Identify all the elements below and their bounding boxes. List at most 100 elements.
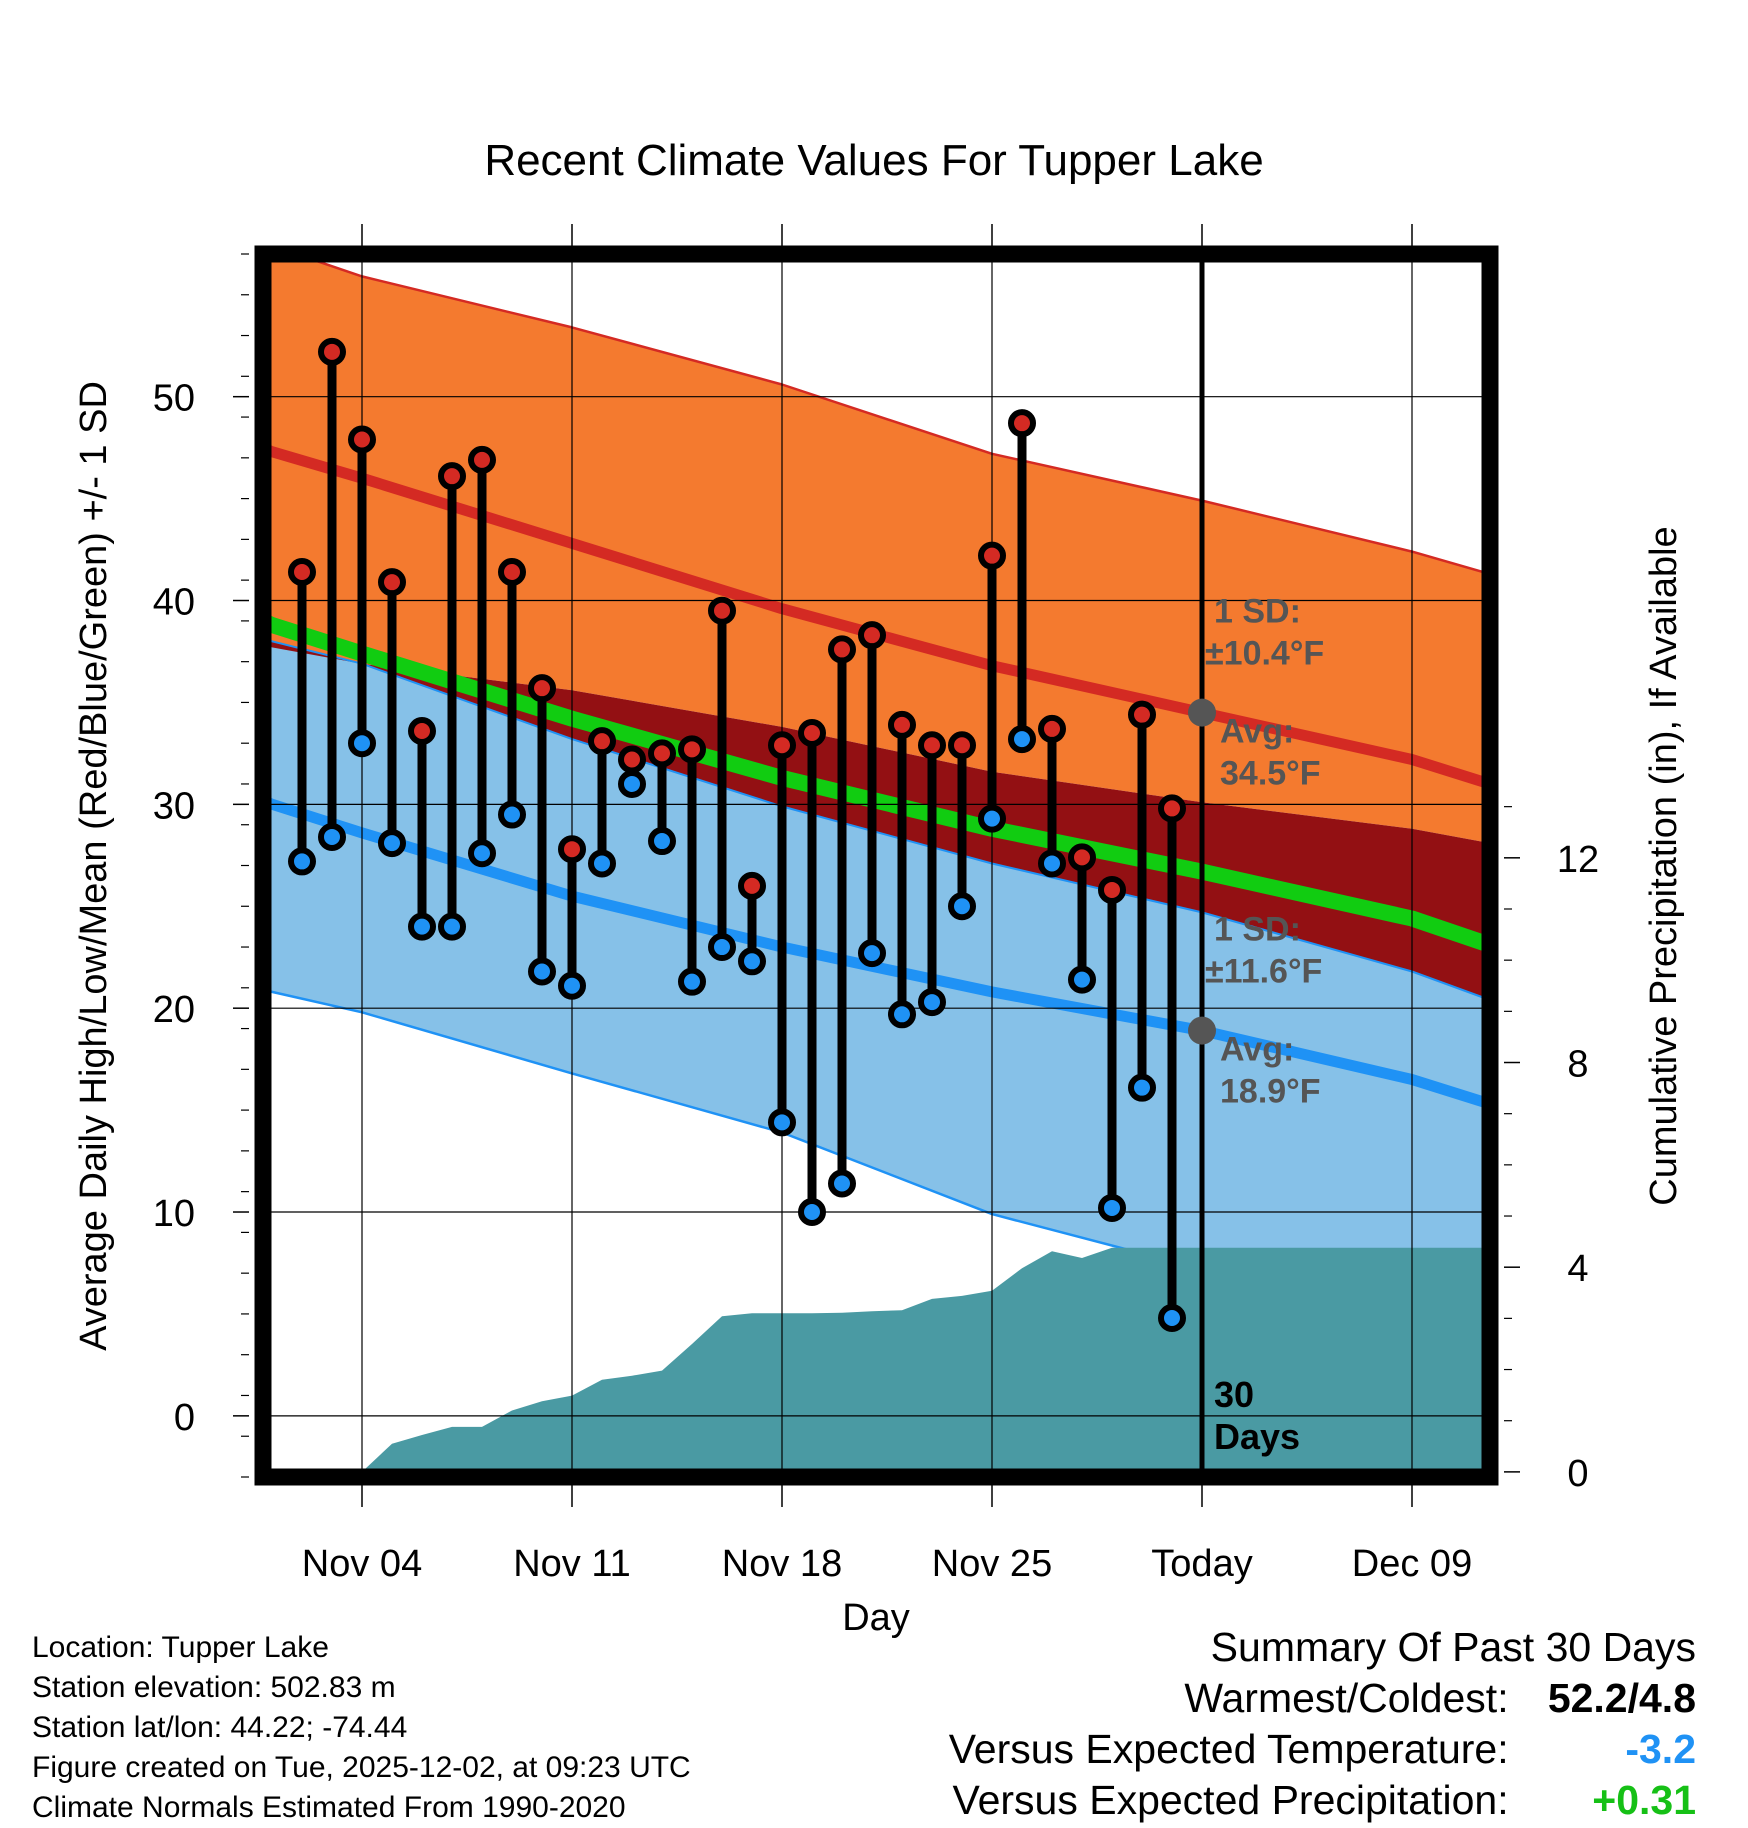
axes: Nov 04 Nov 11 Nov 18 Nov 25 Today Dec 09 0 10 20… xyxy=(153,224,1599,1585)
high-sd-band xyxy=(263,254,1490,844)
daily-high-point xyxy=(858,621,886,650)
daily-high-point xyxy=(738,871,766,900)
x-tick-label: Nov 18 xyxy=(722,1543,842,1585)
daily-low-point xyxy=(738,947,766,976)
x-tick-label: Nov 04 xyxy=(302,1543,422,1585)
high-avg-marker xyxy=(1188,698,1216,727)
daily-low-point xyxy=(1098,1193,1126,1222)
daily-high-point xyxy=(378,568,406,597)
warmest-label: Warmest/Coldest: xyxy=(1184,1675,1509,1721)
daily-high-point xyxy=(888,710,916,739)
daily-low-point xyxy=(888,1000,916,1029)
daily-low-point xyxy=(858,939,886,968)
daily-high-point xyxy=(1098,875,1126,904)
daily-high-point xyxy=(438,462,466,491)
daily-low-point xyxy=(1068,965,1096,994)
location-text: Location: Tupper Lake xyxy=(32,1631,329,1664)
high-avg-value: 34.5°F xyxy=(1220,755,1321,793)
y-axis-label-left: Average Daily High/Low/Mean (Red/Blue/Gr… xyxy=(73,381,115,1351)
daily-high-point xyxy=(918,731,946,760)
x-tick-label: Dec 09 xyxy=(1352,1543,1472,1585)
y-tick-label: 0 xyxy=(174,1397,195,1439)
daily-low-point xyxy=(918,988,946,1017)
y-right-tick-label: 4 xyxy=(1567,1248,1588,1290)
y-right-tick-label: 0 xyxy=(1567,1453,1588,1495)
daily-high-point xyxy=(1068,843,1096,872)
y-right-tick-label: 12 xyxy=(1557,839,1599,881)
daily-low-point xyxy=(978,804,1006,833)
daily-low-point xyxy=(828,1169,856,1198)
summary-warmest-row: Warmest/Coldest: 52.2/4.8 xyxy=(949,1673,1696,1724)
temp-label: Versus Expected Temperature: xyxy=(948,1726,1509,1772)
daily-low-point xyxy=(1158,1304,1186,1333)
summary-temp-row: Versus Expected Temperature: -3.2 xyxy=(949,1724,1696,1775)
y-tick-label: 50 xyxy=(153,378,195,420)
high-sd-value: ±10.4°F xyxy=(1205,635,1324,673)
chart-title: Recent Climate Values For Tupper Lake xyxy=(484,136,1263,185)
daily-high-point xyxy=(498,557,526,586)
daily-low-point xyxy=(708,933,736,962)
daily-low-point xyxy=(648,827,676,856)
low-avg-value: 18.9°F xyxy=(1220,1073,1321,1111)
daily-low-point xyxy=(1128,1073,1156,1102)
plot-frame xyxy=(254,245,1499,1486)
precip-area xyxy=(263,1247,1490,1477)
high-avg-label: Avg: xyxy=(1220,713,1294,751)
daily-low-point xyxy=(768,1108,796,1137)
y-tick-label: 10 xyxy=(153,1193,195,1235)
daily-high-point xyxy=(558,835,586,864)
y-tick-label: 40 xyxy=(153,582,195,624)
normals-text: Climate Normals Estimated From 1990-2020 xyxy=(32,1791,626,1824)
created-text: Figure created on Tue, 2025-12-02, at 09… xyxy=(32,1751,691,1784)
daily-low-point xyxy=(288,847,316,876)
low-avg-marker xyxy=(1188,1016,1216,1045)
y-tick-label: 30 xyxy=(153,785,195,827)
daily-low-point xyxy=(948,892,976,921)
daily-high-point xyxy=(348,425,376,454)
daily-low-point xyxy=(528,957,556,986)
latlon-text: Station lat/lon: 44.22; -74.44 xyxy=(32,1711,408,1744)
daily-high-point xyxy=(708,596,736,625)
y-right-tick-label: 8 xyxy=(1567,1044,1588,1086)
daily-high-point xyxy=(1038,714,1066,743)
daily-low-point xyxy=(348,729,376,758)
daily-high-point xyxy=(588,727,616,756)
daily-high-point xyxy=(1158,794,1186,823)
daily-high-point xyxy=(1128,700,1156,729)
low-avg-label: Avg: xyxy=(1220,1031,1294,1069)
daily-low-point xyxy=(678,967,706,996)
station-info: Location: Tupper Lake Station elevation:… xyxy=(32,1628,691,1828)
daily-low-point xyxy=(438,912,466,941)
summary-precip-row: Versus Expected Precipitation: +0.31 xyxy=(949,1775,1697,1826)
daily-low-point xyxy=(618,769,646,798)
daily-high-point xyxy=(768,731,796,760)
daily-high-point xyxy=(1008,409,1036,438)
daily-low-point xyxy=(558,971,586,1000)
daily-low-point xyxy=(318,822,346,851)
days-label-number: 30 xyxy=(1214,1374,1254,1415)
daily-low-point xyxy=(798,1198,826,1227)
daily-high-point xyxy=(318,337,346,366)
low-sd-label: 1 SD: xyxy=(1214,911,1301,949)
x-tick-label: Nov 11 xyxy=(513,1543,631,1585)
daily-high-point xyxy=(408,716,436,745)
x-tick-label: Nov 25 xyxy=(932,1543,1052,1585)
y-axis-label-right: Cumulative Precipitation (in), If Availa… xyxy=(1643,526,1685,1205)
precip-label: Versus Expected Precipitation: xyxy=(952,1777,1509,1823)
daily-high-point xyxy=(648,739,676,768)
daily-low-point xyxy=(1008,725,1036,754)
y-tick-label: 20 xyxy=(153,989,195,1031)
temp-value: -3.2 xyxy=(1625,1726,1696,1772)
daily-low-point xyxy=(408,912,436,941)
plot-overlay: 1 SD: ±10.4°F Avg: 34.5°F 1 SD: ±11.6°F Avg: 18… xyxy=(288,254,1324,1477)
daily-high-point xyxy=(828,635,856,664)
daily-low-point xyxy=(1038,849,1066,878)
low-sd-band xyxy=(263,637,1490,1335)
daily-high-point xyxy=(288,557,316,586)
daily-low-point xyxy=(468,839,496,868)
summary-panel: Summary Of Past 30 Days Warmest/Coldest:… xyxy=(949,1622,1696,1826)
x-axis-label: Day xyxy=(842,1597,910,1639)
daily-low-point xyxy=(498,800,526,829)
warmest-value: 52.2/4.8 xyxy=(1547,1675,1696,1721)
daily-high-point xyxy=(798,719,826,748)
